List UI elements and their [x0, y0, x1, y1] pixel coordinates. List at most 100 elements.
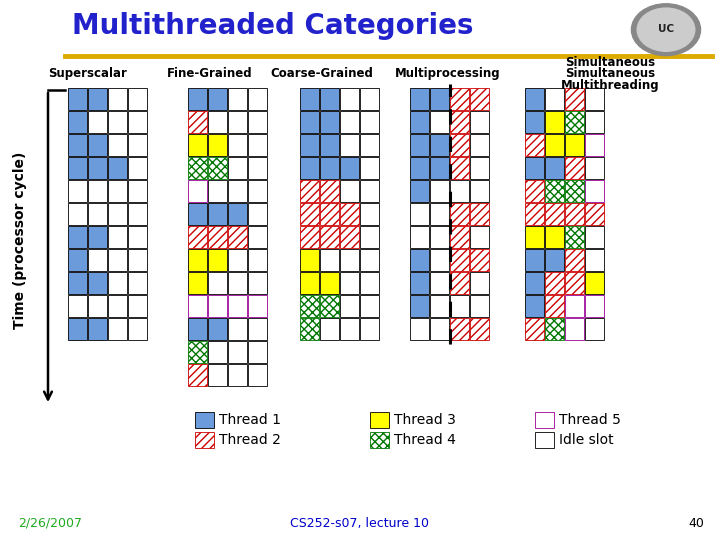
Bar	[228, 157, 246, 179]
Bar	[451, 249, 469, 271]
Bar	[68, 272, 86, 294]
Bar	[89, 226, 107, 248]
Bar	[585, 134, 603, 156]
Text: 2/26/2007: 2/26/2007	[18, 517, 82, 530]
Text: CS252-s07, lecture 10: CS252-s07, lecture 10	[290, 517, 430, 530]
Bar	[526, 204, 544, 225]
Bar	[228, 295, 246, 316]
Bar	[109, 295, 127, 316]
Bar	[228, 272, 246, 294]
Bar	[546, 157, 564, 179]
Bar	[195, 413, 214, 428]
Text: Superscalar: Superscalar	[48, 67, 127, 80]
Bar	[470, 157, 489, 179]
Bar	[248, 180, 266, 201]
Bar	[451, 295, 469, 316]
Bar	[546, 295, 564, 316]
Bar	[320, 295, 338, 316]
Bar	[208, 204, 227, 225]
Bar	[320, 89, 338, 110]
Bar	[565, 89, 584, 110]
Bar	[546, 134, 564, 156]
Bar	[565, 272, 584, 294]
Bar	[526, 226, 544, 248]
Bar	[248, 319, 266, 340]
Bar	[410, 272, 428, 294]
Bar	[189, 89, 207, 110]
Bar	[68, 134, 86, 156]
Circle shape	[637, 8, 695, 51]
Bar	[470, 272, 489, 294]
Bar	[431, 157, 449, 179]
Text: Simultaneous: Simultaneous	[565, 67, 655, 80]
Bar	[228, 364, 246, 386]
Bar	[248, 249, 266, 271]
Bar	[585, 319, 603, 340]
Bar	[451, 89, 469, 110]
Bar	[228, 111, 246, 133]
Bar	[128, 204, 147, 225]
Text: Multiprocessing: Multiprocessing	[395, 67, 501, 80]
Bar	[341, 226, 359, 248]
Bar	[68, 204, 86, 225]
Text: Time (processor cycle): Time (processor cycle)	[13, 151, 27, 329]
Bar	[565, 134, 584, 156]
Bar	[300, 134, 318, 156]
Bar	[189, 364, 207, 386]
Bar	[128, 272, 147, 294]
Bar	[248, 157, 266, 179]
Bar	[585, 226, 603, 248]
Text: Thread 5: Thread 5	[559, 413, 621, 427]
Bar	[361, 295, 379, 316]
Bar	[526, 89, 544, 110]
Bar	[128, 226, 147, 248]
Bar	[128, 157, 147, 179]
Bar	[189, 249, 207, 271]
Bar	[565, 111, 584, 133]
Bar	[361, 89, 379, 110]
Bar	[189, 157, 207, 179]
Bar	[431, 226, 449, 248]
Bar	[451, 272, 469, 294]
Bar	[68, 89, 86, 110]
Bar	[565, 157, 584, 179]
Text: Thread 4: Thread 4	[394, 433, 456, 447]
Bar	[208, 111, 227, 133]
Bar	[585, 272, 603, 294]
Bar	[109, 226, 127, 248]
Bar	[410, 180, 428, 201]
Bar	[410, 319, 428, 340]
Bar	[248, 341, 266, 362]
Bar	[208, 180, 227, 201]
Text: Thread 3: Thread 3	[394, 413, 456, 427]
Bar	[431, 319, 449, 340]
Bar	[451, 319, 469, 340]
Bar	[526, 319, 544, 340]
Bar	[546, 226, 564, 248]
Bar	[300, 272, 318, 294]
Bar	[470, 134, 489, 156]
Bar	[195, 433, 214, 448]
Bar	[189, 319, 207, 340]
Bar	[228, 249, 246, 271]
Bar	[320, 204, 338, 225]
Bar	[341, 249, 359, 271]
Bar	[68, 226, 86, 248]
Bar	[565, 180, 584, 201]
Bar	[228, 180, 246, 201]
Bar	[208, 319, 227, 340]
Text: Multithreading: Multithreading	[561, 79, 660, 92]
Bar	[546, 111, 564, 133]
Bar	[546, 319, 564, 340]
Bar	[109, 134, 127, 156]
Bar	[300, 89, 318, 110]
Bar	[128, 295, 147, 316]
Bar	[565, 319, 584, 340]
Bar	[451, 226, 469, 248]
Bar	[410, 111, 428, 133]
Bar	[89, 295, 107, 316]
Bar	[300, 180, 318, 201]
Bar	[320, 319, 338, 340]
Text: UC: UC	[658, 24, 674, 33]
Bar	[470, 180, 489, 201]
